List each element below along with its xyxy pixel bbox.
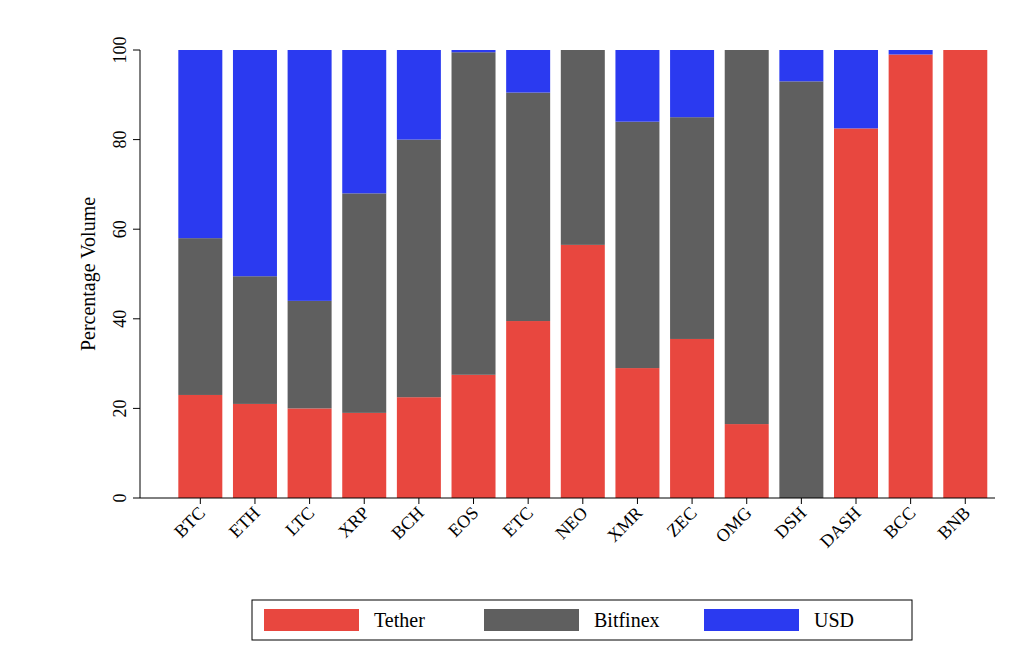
x-axis — [140, 498, 995, 499]
bar-segment — [943, 50, 987, 51]
bar-segment — [943, 50, 987, 51]
bar-segment — [670, 50, 714, 117]
x-tick — [364, 498, 365, 504]
bar-segment — [342, 50, 386, 193]
bar-segment — [288, 301, 332, 409]
bar-segment — [889, 50, 933, 54]
x-tick-label: EOS — [444, 503, 482, 541]
legend-label: USD — [814, 609, 854, 631]
bar-segment — [288, 50, 332, 301]
y-tick — [133, 50, 140, 51]
legend-label: Bitfinex — [594, 609, 660, 631]
x-tick-label: BTC — [170, 503, 209, 542]
legend-swatch — [704, 609, 799, 631]
x-tick — [965, 498, 966, 504]
x-tick-label: OMG — [712, 503, 756, 547]
y-tick-label: 60 — [110, 220, 130, 238]
bar-segment — [452, 52, 496, 375]
bar-segment — [506, 321, 550, 498]
bar-segment — [233, 276, 277, 404]
x-tick-label: XMR — [603, 503, 646, 546]
bar-segment — [943, 50, 987, 498]
x-tick-label: ETH — [225, 503, 264, 542]
y-tick-label: 80 — [110, 131, 130, 149]
bar-segment — [670, 117, 714, 339]
x-tick-label: BCH — [387, 503, 427, 543]
y-axis — [140, 50, 141, 498]
x-tick — [473, 498, 474, 504]
x-tick-label: ETC — [499, 503, 537, 541]
bar-segment — [615, 122, 659, 368]
bar-segment — [615, 368, 659, 498]
y-tick — [133, 498, 140, 499]
x-tick-label: NEO — [551, 503, 591, 543]
bar-segment — [561, 245, 605, 498]
y-tick — [133, 318, 140, 319]
y-axis-title: Percentage Volume — [77, 197, 100, 351]
bar-segment — [178, 395, 222, 498]
bar-segment — [178, 50, 222, 238]
chart: 0 20 40 60 80 100 Percentage Volume BTC ETH LTC XR… — [0, 0, 1024, 666]
bar-segment — [889, 54, 933, 498]
bar-segment — [615, 50, 659, 122]
y-tick-label: 20 — [110, 399, 130, 417]
bar-segment — [725, 50, 769, 424]
x-tick — [910, 498, 911, 504]
x-tick — [254, 498, 255, 504]
bar-segment — [342, 413, 386, 498]
x-tick-label: BCC — [880, 503, 920, 543]
bar-segment — [288, 408, 332, 498]
x-tick — [418, 498, 419, 504]
x-tick — [528, 498, 529, 504]
bar-segment — [397, 397, 441, 498]
x-tick — [637, 498, 638, 504]
legend-swatch — [484, 609, 579, 631]
bar-segment — [397, 140, 441, 398]
bar-segment — [452, 50, 496, 52]
y-tick-label: 0 — [110, 494, 130, 503]
x-tick-label: DSH — [771, 503, 811, 543]
x-tick-label: ZEC — [663, 503, 701, 541]
bar-segment — [397, 50, 441, 140]
x-tick — [309, 498, 310, 504]
y-tick — [133, 229, 140, 230]
bar-segment — [233, 50, 277, 276]
x-tick-label: LTC — [281, 503, 318, 540]
bar-segment — [506, 93, 550, 321]
x-tick — [856, 498, 857, 504]
bar-segment — [506, 50, 550, 93]
legend-label: Tether — [374, 609, 425, 631]
y-tick-label: 40 — [110, 310, 130, 328]
x-tick — [582, 498, 583, 504]
x-tick-label: BNB — [934, 503, 974, 543]
bar-segment — [779, 50, 823, 81]
x-tick-label: XRP — [334, 503, 373, 542]
bar-segment — [561, 50, 605, 51]
x-tick — [746, 498, 747, 504]
bar-segment — [725, 424, 769, 498]
bar-segment — [725, 50, 769, 51]
bar-segment — [834, 128, 878, 498]
y-tick-label: 100 — [110, 37, 130, 64]
bar-segment — [233, 404, 277, 498]
y-tick — [133, 408, 140, 409]
bar-segment — [779, 81, 823, 498]
bar-segment — [178, 238, 222, 395]
legend-swatch — [264, 609, 359, 631]
bars — [178, 50, 987, 498]
bar-segment — [834, 50, 878, 128]
x-tick — [801, 498, 802, 504]
legend-box — [252, 600, 912, 640]
x-tick-label: DASH — [816, 503, 865, 552]
bar-segment — [670, 339, 714, 498]
bar-segment — [561, 50, 605, 245]
x-tick — [200, 498, 201, 504]
legend: Tether Bitfinex USD — [252, 600, 912, 640]
bar-segment — [342, 193, 386, 413]
x-tick — [692, 498, 693, 504]
y-tick — [133, 139, 140, 140]
bar-segment — [452, 375, 496, 498]
